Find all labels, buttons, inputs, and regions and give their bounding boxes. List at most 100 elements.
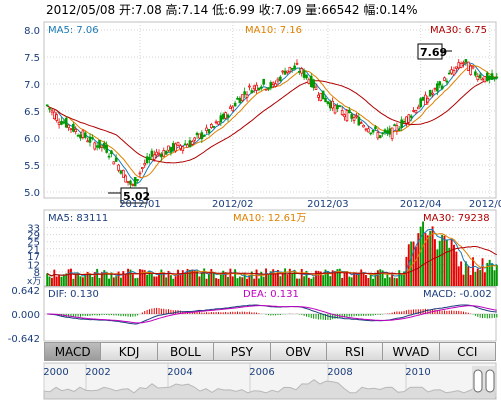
candle-body bbox=[162, 150, 166, 157]
volume-bar bbox=[229, 268, 232, 286]
volume-bar bbox=[146, 274, 149, 286]
tab-psy[interactable]: PSY bbox=[214, 342, 271, 361]
candle-body bbox=[64, 117, 68, 128]
candle-body bbox=[131, 184, 135, 186]
candle-body bbox=[483, 76, 487, 83]
macd-tick-label: 0.642 bbox=[11, 286, 40, 297]
volume-bar bbox=[276, 269, 279, 286]
volume-bar bbox=[179, 273, 182, 286]
volume-bar bbox=[398, 270, 401, 286]
candle-body bbox=[181, 146, 185, 151]
volume-bar bbox=[429, 230, 432, 286]
candle-body bbox=[314, 86, 318, 90]
candle-body bbox=[217, 121, 220, 125]
volume-bar bbox=[426, 235, 429, 286]
dea-line bbox=[47, 305, 497, 324]
volume-bar bbox=[100, 272, 103, 286]
candle-body bbox=[243, 91, 246, 95]
candle-body bbox=[93, 142, 97, 150]
tab-rsi[interactable]: RSI bbox=[326, 342, 384, 361]
volume-bar bbox=[424, 233, 427, 286]
candle-body bbox=[141, 167, 144, 169]
candle-body bbox=[367, 128, 370, 133]
volume-bar bbox=[281, 272, 284, 286]
candle-body bbox=[386, 130, 389, 134]
volume-bar bbox=[384, 278, 386, 286]
candle-body bbox=[226, 114, 230, 118]
volume-bar bbox=[196, 270, 199, 286]
volume-bar bbox=[150, 274, 153, 286]
candle-body bbox=[478, 74, 482, 79]
tab-obv[interactable]: OBV bbox=[270, 342, 327, 361]
volume-tick-label: 29 bbox=[27, 231, 40, 242]
volume-bar bbox=[117, 271, 120, 286]
volume-bar bbox=[250, 271, 253, 286]
volume-bar bbox=[303, 276, 306, 286]
volume-bar bbox=[62, 275, 65, 286]
candle-body bbox=[210, 123, 213, 128]
navigator-right-handle[interactable] bbox=[485, 369, 495, 393]
dif-line bbox=[47, 304, 497, 325]
volume-bar bbox=[419, 226, 422, 286]
candle-body bbox=[390, 127, 394, 139]
volume-bar bbox=[70, 268, 72, 286]
volume-bar bbox=[131, 274, 134, 286]
volume-bar bbox=[200, 273, 203, 286]
volume-bar bbox=[448, 247, 451, 286]
candle-body bbox=[264, 88, 268, 91]
volume-tick-label: 8 bbox=[34, 268, 40, 279]
volume-bar bbox=[191, 269, 194, 286]
volume-bar bbox=[89, 273, 91, 286]
navigator-year-label: 2010 bbox=[405, 367, 430, 378]
candle-body bbox=[240, 94, 244, 101]
x-tick-label: 2012/01 bbox=[119, 199, 161, 210]
volume-bar bbox=[319, 271, 322, 286]
candle-body bbox=[105, 144, 108, 153]
price-tick-label: 5.0 bbox=[24, 188, 40, 199]
volume-bar bbox=[65, 273, 68, 286]
candle-body bbox=[186, 144, 189, 148]
candle-body bbox=[440, 85, 444, 89]
tab-kdj[interactable]: KDJ bbox=[101, 342, 158, 361]
candle-body bbox=[466, 61, 470, 71]
volume-bar bbox=[472, 257, 474, 286]
volume-bar bbox=[315, 270, 317, 286]
volume-bar bbox=[124, 273, 127, 286]
volume-bar bbox=[81, 277, 84, 286]
volume-bar bbox=[127, 268, 130, 286]
volume-bar bbox=[93, 272, 96, 286]
navigator-left-handle[interactable] bbox=[473, 369, 483, 393]
candle-body bbox=[462, 62, 465, 64]
candle-body bbox=[324, 97, 327, 103]
navigator-year-label: 2006 bbox=[249, 367, 274, 378]
volume-bar bbox=[407, 244, 410, 286]
tab-macd[interactable]: MACD bbox=[44, 342, 102, 361]
candle-body bbox=[231, 106, 235, 112]
volume-bar bbox=[284, 268, 287, 286]
candle-body bbox=[495, 76, 499, 79]
volume-bar bbox=[260, 271, 263, 286]
candle-body bbox=[345, 110, 349, 122]
candle-body bbox=[300, 68, 304, 74]
candle-body bbox=[352, 117, 356, 121]
candle-body bbox=[145, 156, 149, 164]
candle-body bbox=[124, 175, 127, 183]
candle-body bbox=[214, 121, 218, 124]
volume-bar bbox=[96, 268, 99, 286]
candle-body bbox=[283, 70, 287, 75]
candle-body bbox=[259, 86, 263, 89]
volume-bar bbox=[462, 274, 465, 286]
candle-body bbox=[79, 134, 82, 139]
candle-body bbox=[267, 87, 270, 90]
tab-wvad[interactable]: WVAD bbox=[383, 342, 440, 361]
volume-bar bbox=[72, 278, 75, 286]
tab-cci[interactable]: CCI bbox=[439, 342, 496, 361]
candle-body bbox=[250, 90, 254, 94]
volume-bar bbox=[491, 263, 494, 286]
volume-bar bbox=[443, 235, 446, 286]
candle-body bbox=[102, 142, 106, 149]
tab-boll[interactable]: BOLL bbox=[157, 342, 215, 361]
candle-body bbox=[262, 78, 265, 85]
